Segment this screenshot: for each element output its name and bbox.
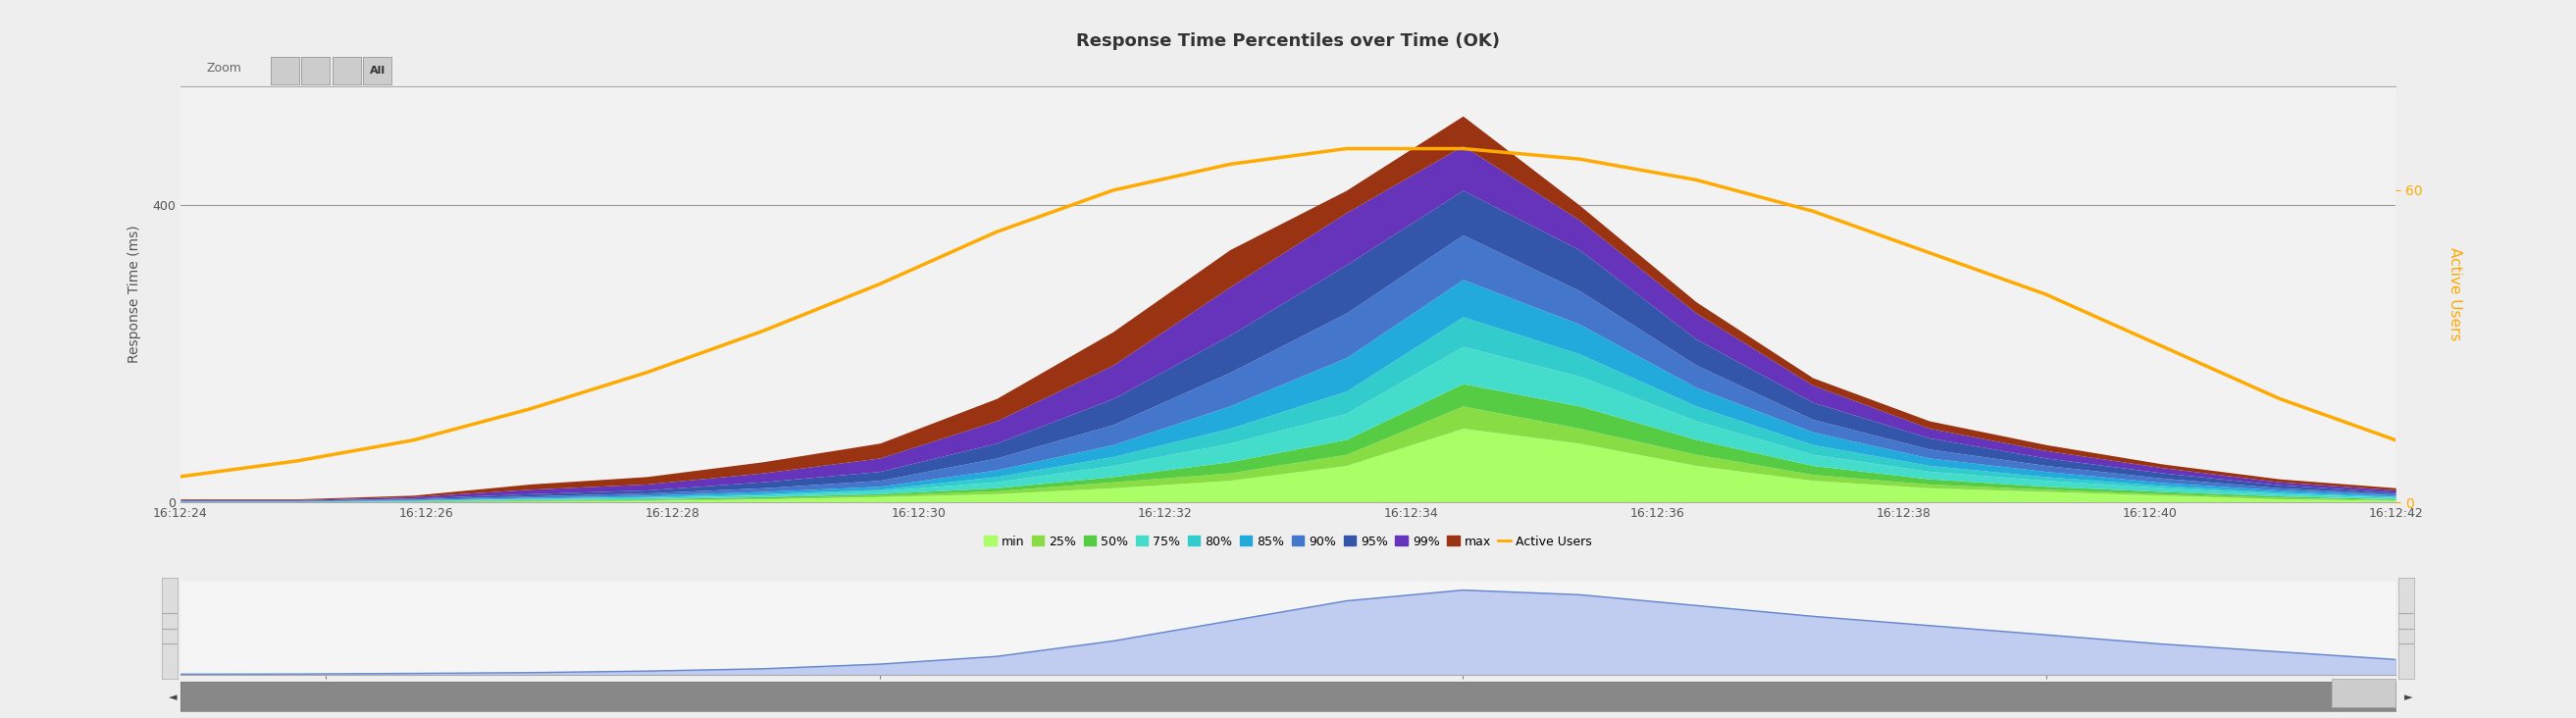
- Y-axis label: Active Users: Active Users: [2447, 248, 2463, 341]
- Text: Response Time Percentiles over Time (OK): Response Time Percentiles over Time (OK): [1077, 32, 1499, 50]
- Text: ◄: ◄: [167, 693, 178, 703]
- Text: ►: ►: [2403, 693, 2414, 703]
- Y-axis label: Response Time (ms): Response Time (ms): [126, 225, 142, 363]
- Text: All: All: [368, 65, 386, 75]
- Legend: min, 25%, 50%, 75%, 80%, 85%, 90%, 95%, 99%, max, Active Users: min, 25%, 50%, 75%, 80%, 85%, 90%, 95%, …: [979, 531, 1597, 553]
- Text: Zoom: Zoom: [206, 62, 242, 75]
